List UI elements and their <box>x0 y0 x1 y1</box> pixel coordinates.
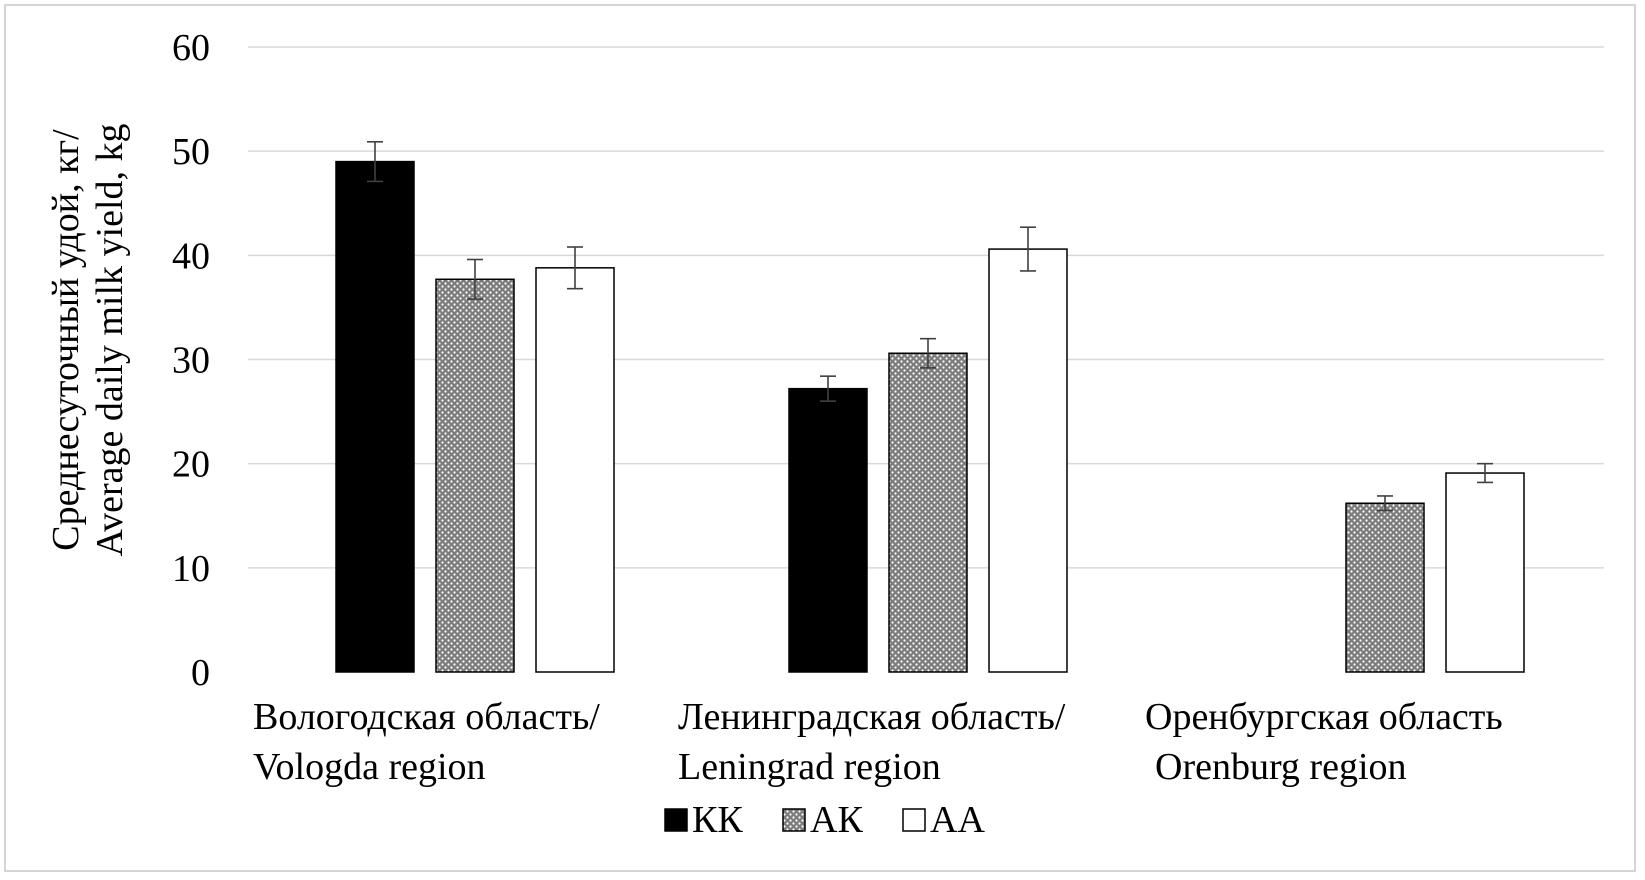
error-bar-ak-0 <box>467 258 483 300</box>
y-tick-labels: 0 10 20 30 40 50 60 <box>172 27 210 694</box>
category-label-leningrad-en: Leningrad region <box>678 746 941 788</box>
category-label-orenburg-ru: Оренбургская область <box>1145 696 1503 738</box>
legend-label-aa: АА <box>930 799 985 841</box>
bar-aa-1 <box>988 248 1068 673</box>
legend-label-kk: КК <box>692 799 743 841</box>
bars <box>335 160 1525 673</box>
error-bar-aa-1 <box>1020 226 1036 272</box>
bar-kk-0 <box>335 160 415 673</box>
legend-swatch-ak <box>782 808 806 832</box>
y-tick-label: 20 <box>172 444 210 486</box>
y-tick-label: 30 <box>172 340 210 382</box>
legend-label-ak: АК <box>810 799 863 841</box>
category-label-vologda-en: Vologda region <box>253 746 486 788</box>
bar-kk-1 <box>788 387 868 673</box>
error-bar-aa-2 <box>1477 462 1493 484</box>
error-bar-ak-2 <box>1377 495 1393 512</box>
error-bar-kk-1 <box>820 375 836 402</box>
bar-ak-2 <box>1345 502 1425 673</box>
error-bars <box>367 140 1493 512</box>
y-tick-label: 40 <box>172 235 210 277</box>
y-axis-label-line2: Average daily milk yield, kg <box>89 123 131 556</box>
error-bar-ak-1 <box>920 337 936 369</box>
category-label-vologda-ru: Вологодская область/ <box>253 696 600 738</box>
error-bar-kk-0 <box>367 140 383 183</box>
category-label-leningrad-ru: Ленинградская область/ <box>678 696 1066 738</box>
bar-ak-1 <box>888 352 968 673</box>
y-tick-label: 60 <box>172 27 210 69</box>
category-label-orenburg-en: Orenburg region <box>1155 746 1407 788</box>
bar-ak-0 <box>435 278 515 673</box>
y-axis-label-line1: Среднесуточный удой, кг/ <box>45 129 87 551</box>
legend-swatch-aa <box>902 808 926 832</box>
bar-aa-2 <box>1445 472 1525 673</box>
y-tick-label: 0 <box>191 652 210 694</box>
bar-aa-0 <box>535 267 615 673</box>
y-tick-label: 50 <box>172 131 210 173</box>
legend: КК АК АА <box>664 799 985 841</box>
error-bar-aa-0 <box>567 246 583 290</box>
legend-swatch-kk <box>664 808 688 832</box>
y-tick-label: 10 <box>172 548 210 590</box>
